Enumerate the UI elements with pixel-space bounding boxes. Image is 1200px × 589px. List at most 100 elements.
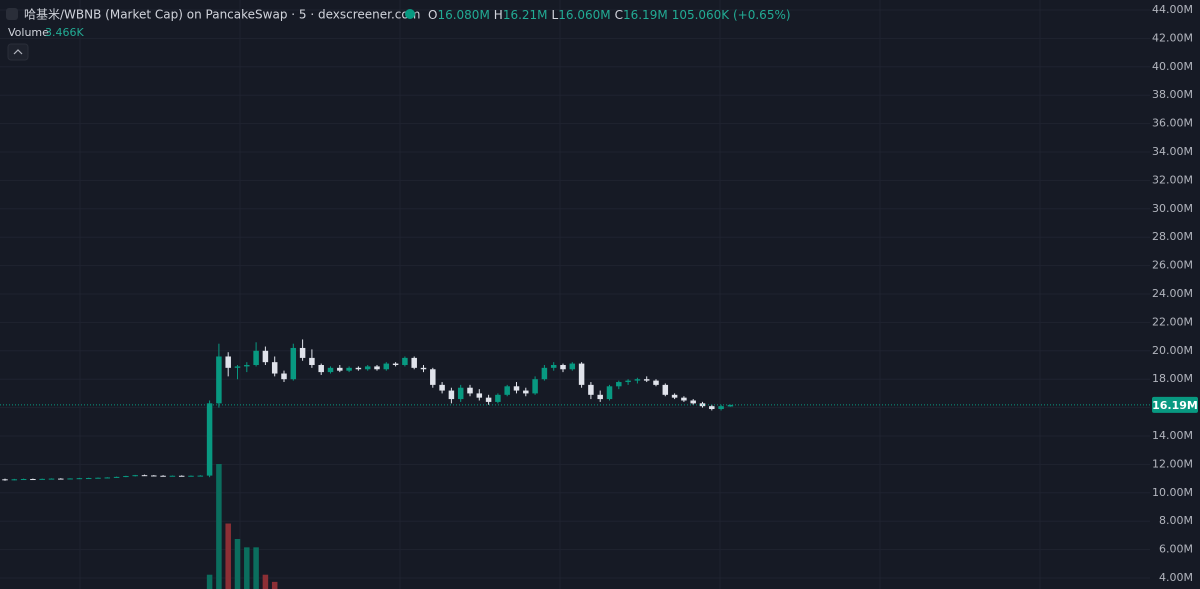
legend-value: 16.21M	[503, 8, 548, 22]
candle-body	[690, 400, 696, 404]
y-tick-label: 10.00M	[1152, 486, 1193, 499]
last-price-box	[1152, 396, 1198, 413]
y-tick-label: 44.00M	[1152, 3, 1193, 16]
candle-body	[606, 386, 613, 400]
y-tick-label: 24.00M	[1152, 287, 1193, 300]
candle-body	[560, 365, 566, 370]
candle-body	[625, 380, 631, 383]
candle-body	[141, 475, 148, 477]
candle-body	[346, 367, 352, 371]
volume-bar	[244, 547, 250, 589]
ohlc-legend: O16.080M H16.21M L16.060M C16.19M 105.060K (…	[428, 8, 791, 22]
candle-body	[653, 380, 659, 385]
candle-body	[411, 357, 417, 368]
candle-body	[439, 384, 445, 391]
candle-body	[299, 347, 306, 358]
y-tick-label: 4.00M	[1159, 571, 1193, 584]
candle-body	[550, 365, 557, 368]
candle-body	[30, 479, 36, 481]
candle-body	[253, 350, 259, 365]
legend-change: 105.060K (+0.65%)	[672, 8, 791, 22]
legend-key: H	[494, 8, 503, 22]
y-tick-label: 18.00M	[1152, 372, 1193, 385]
candle-body	[290, 347, 297, 380]
candle-body	[188, 475, 194, 477]
candle-body	[132, 475, 138, 477]
legend-key: O	[428, 8, 437, 22]
legend-value: 16.19M	[623, 8, 668, 22]
candle-body	[634, 379, 641, 381]
candle-body	[616, 382, 622, 387]
candle-body	[39, 478, 45, 480]
candle-body	[485, 397, 492, 402]
candle-body	[318, 365, 324, 373]
y-tick-label: 22.00M	[1152, 315, 1193, 328]
last-price-label: 16.19M	[1152, 399, 1198, 412]
volume-bar	[234, 539, 241, 589]
candle-body	[309, 357, 315, 365]
candle-body	[709, 406, 715, 410]
y-tick-label: 40.00M	[1152, 60, 1193, 73]
candle-body	[85, 478, 92, 480]
candle-body	[104, 477, 111, 479]
candle-body	[597, 394, 603, 400]
candle-body	[95, 477, 101, 479]
y-tick-label: 14.00M	[1152, 429, 1193, 442]
candle-body	[588, 384, 594, 395]
candle-body	[169, 475, 176, 477]
candle-body	[2, 479, 8, 481]
candle-body	[151, 475, 157, 477]
candle-body	[541, 367, 548, 380]
candle-body	[244, 365, 250, 367]
chevron-icon	[13, 49, 23, 55]
volume-bar	[262, 574, 269, 589]
y-tick-label: 8.00M	[1159, 514, 1193, 527]
y-tick-label: 36.00M	[1152, 117, 1193, 130]
y-tick-label: 26.00M	[1152, 259, 1193, 272]
candle-body	[392, 363, 399, 365]
candle-body	[374, 366, 380, 370]
y-tick-label: 34.00M	[1152, 145, 1193, 158]
legend-key: L	[552, 8, 559, 22]
candle-body	[420, 367, 427, 370]
y-tick-label: 12.00M	[1152, 457, 1193, 470]
candle-body	[355, 367, 362, 370]
candle-body	[197, 475, 204, 477]
candle-body	[178, 475, 185, 477]
volume-bar	[253, 547, 259, 589]
volume-bar	[225, 523, 231, 589]
candle-body	[271, 362, 278, 374]
candle-body	[569, 363, 576, 370]
candle-body	[20, 479, 27, 481]
candle-body	[160, 475, 166, 477]
collapse-button[interactable]	[7, 43, 29, 61]
candle-body	[58, 478, 64, 480]
candle-body	[662, 384, 669, 395]
candle-body	[234, 366, 241, 368]
candle-body	[448, 390, 455, 400]
symbol-icon	[6, 8, 18, 20]
y-tick-label: 20.00M	[1152, 344, 1193, 357]
candle-body	[643, 379, 650, 381]
candle-body	[467, 387, 473, 394]
candle-body	[67, 478, 73, 480]
status-dot	[405, 9, 415, 19]
candle-body	[327, 367, 334, 373]
candle-body	[113, 476, 120, 478]
candle-body	[718, 406, 724, 410]
candle-body	[523, 390, 529, 394]
y-tick-label: 30.00M	[1152, 202, 1193, 215]
candle-body	[578, 363, 585, 385]
y-tick-label: 28.00M	[1152, 230, 1193, 243]
candle-body	[11, 479, 18, 481]
candle-body	[681, 397, 687, 401]
candle-body	[216, 356, 222, 404]
candle-body	[383, 363, 390, 370]
volume-bar	[216, 464, 222, 589]
candle-body	[262, 350, 269, 363]
y-tick-label: 38.00M	[1152, 88, 1193, 101]
candle-body	[76, 478, 83, 480]
legend-key: C	[615, 8, 623, 22]
volume-bar	[206, 574, 213, 589]
candle-body	[364, 366, 371, 370]
